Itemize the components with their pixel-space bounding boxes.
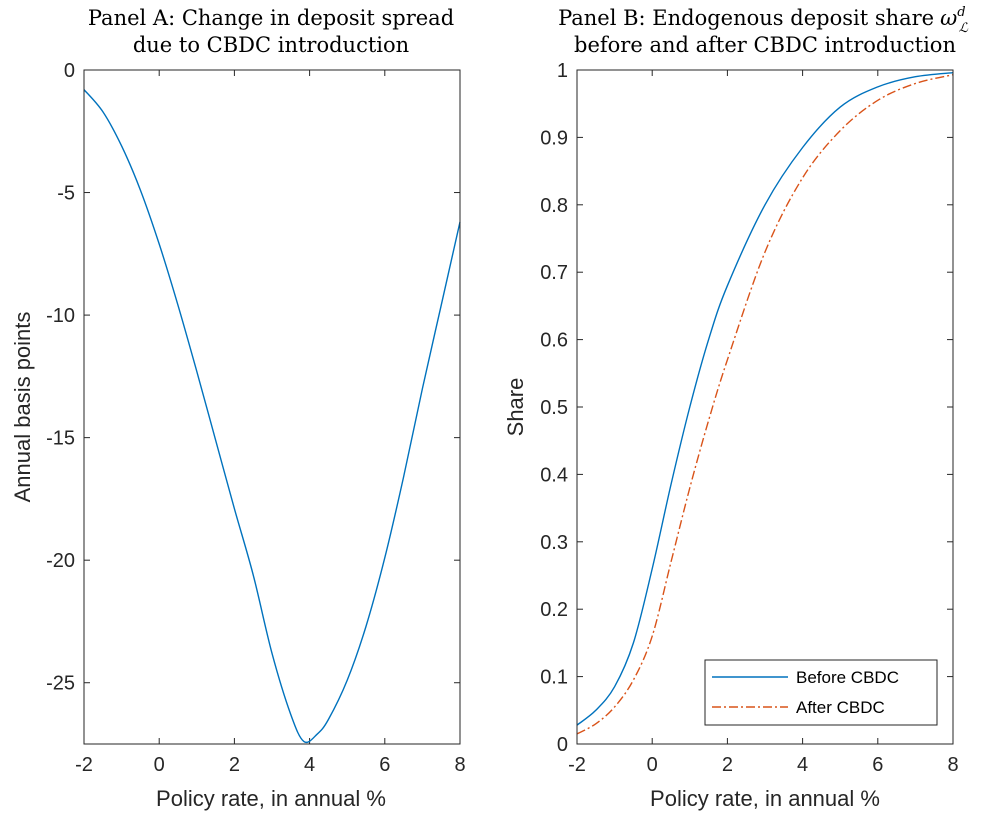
panel-a-y-axis-label: Annual basis points	[10, 312, 35, 503]
panel-a: Panel A: Change in deposit spread due to…	[10, 6, 466, 811]
y-tick-label: 0.4	[540, 464, 568, 486]
panel-b-title-line2: before and after CBDC introduction	[574, 33, 956, 57]
panel-b-title-line1: Panel B: Endogenous deposit share ωd ℒ	[558, 5, 969, 36]
panel-a-x-axis-label: Policy rate, in annual %	[156, 786, 386, 811]
x-tick-label: 2	[229, 754, 240, 776]
panel-a-ticks: -2 0 2 4 6 80-5-10-15-20-25	[46, 60, 465, 776]
panel-a-axes-box	[83, 69, 461, 745]
y-tick-label: -10	[46, 305, 75, 327]
x-tick-label: 8	[454, 754, 465, 776]
y-tick-label: 0	[64, 60, 75, 82]
panel-b-title-text: Panel B: Endogenous deposit share	[558, 6, 934, 30]
y-tick-label: 0.3	[540, 532, 568, 554]
legend-box	[704, 659, 938, 726]
y-tick-label: 0	[557, 734, 568, 756]
x-tick-label: 0	[647, 754, 658, 776]
panel-b-before-cbdc-line	[576, 72, 954, 726]
y-tick-label: 0.6	[540, 330, 568, 352]
y-tick-label: 0.1	[540, 667, 568, 689]
x-tick-label: 4	[304, 754, 315, 776]
x-tick-label: 2	[722, 754, 733, 776]
y-tick-label: -25	[46, 673, 75, 695]
panel-a-spread-line	[83, 89, 461, 744]
x-tick-label: 4	[797, 754, 808, 776]
x-tick-label: -2	[568, 754, 586, 776]
legend-before-cbdc-label: Before CBDC	[796, 668, 899, 687]
panel-b-axes-box	[576, 69, 954, 745]
panel-b-title-superscript: d	[957, 5, 965, 20]
y-tick-label: -15	[46, 428, 75, 450]
y-tick-label: 0.8	[540, 195, 568, 217]
legend: Before CBDC After CBDC	[704, 659, 938, 726]
y-tick-label: 0.2	[540, 599, 568, 621]
panel-b: Panel B: Endogenous deposit share ωd ℒ bef…	[503, 5, 969, 811]
panel-a-title-line1: Panel A: Change in deposit spread	[88, 6, 454, 30]
x-tick-label: 0	[154, 754, 165, 776]
y-tick-label: 0.5	[540, 397, 568, 419]
x-tick-label: 8	[947, 754, 958, 776]
y-tick-label: 0.7	[540, 262, 568, 284]
legend-after-cbdc-label: After CBDC	[796, 698, 885, 717]
panel-b-y-axis-label: Share	[503, 378, 528, 437]
panel-b-title-omega: ω	[940, 6, 957, 30]
y-tick-label: 0.9	[540, 127, 568, 149]
y-tick-label: 1	[557, 60, 568, 82]
x-tick-label: -2	[75, 754, 93, 776]
panel-b-after-cbdc-line	[576, 74, 954, 735]
panel-b-ticks: -2 0 2 4 6 800.10.20.30.40.50.60.70.80.91	[540, 60, 958, 776]
x-tick-label: 6	[379, 754, 390, 776]
y-tick-label: -20	[46, 550, 75, 572]
panel-b-title-subscript: ℒ	[959, 21, 969, 36]
panel-a-title-line2: due to CBDC introduction	[133, 33, 409, 57]
x-tick-label: 6	[872, 754, 883, 776]
panel-b-x-axis-label: Policy rate, in annual %	[650, 786, 880, 811]
y-tick-label: -5	[57, 183, 75, 205]
